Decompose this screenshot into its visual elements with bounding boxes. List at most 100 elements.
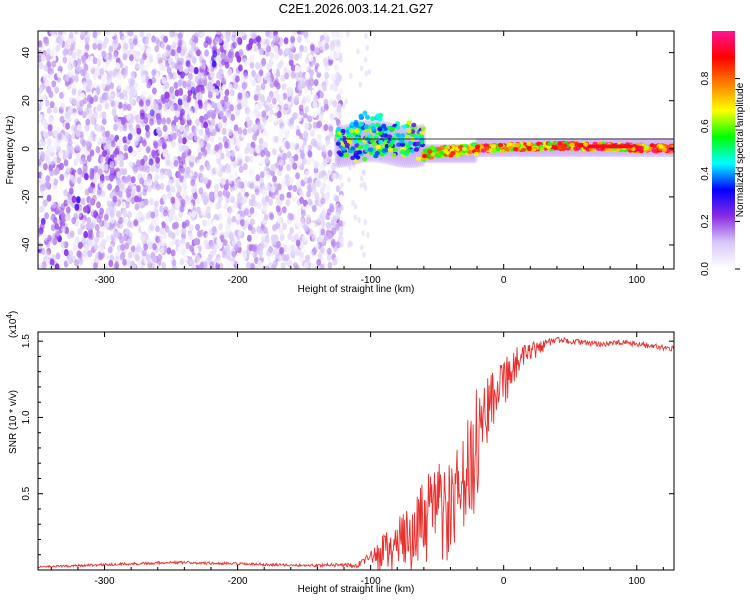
heatmap-cell [264, 104, 270, 112]
heatmap-cell [284, 72, 289, 80]
heatmap-cell [109, 254, 115, 262]
heatmap-cell [238, 31, 243, 37]
heatmap-cell [316, 180, 322, 188]
heatmap-cell [77, 167, 83, 175]
heatmap-cell [45, 150, 50, 158]
heatmap-cell [294, 65, 300, 73]
heatmap-cell [277, 254, 283, 262]
heatmap-cell [167, 179, 173, 187]
heatmap-cell [134, 62, 140, 70]
heatmap-cell [202, 261, 208, 269]
heatmap-cell [248, 198, 254, 206]
heatmap-cell [85, 72, 90, 80]
heatmap-cell [363, 56, 368, 63]
heatmap-cell [141, 164, 147, 172]
heatmap-cell [271, 263, 277, 269]
heatmap-cell [107, 31, 113, 36]
heatmap-cell [216, 257, 222, 265]
heatmap-cell [153, 103, 159, 111]
heatmap-cell [213, 242, 219, 250]
heatmap-cell [168, 134, 174, 142]
heatmap-cell [277, 199, 283, 207]
heatmap-cell [367, 69, 372, 76]
top-y-ticks: -40 -20 0 20 40 [21, 47, 674, 252]
heatmap-cell [148, 55, 154, 64]
heatmap-cell [275, 82, 281, 90]
heatmap-cell [338, 55, 343, 61]
heatmap-cell [183, 150, 189, 158]
heatmap-cell [166, 265, 171, 269]
y-scale-base: (x10 [8, 318, 19, 338]
heatmap-cell [126, 260, 132, 268]
heatmap-cell [80, 197, 86, 205]
heatmap-cell [214, 242, 220, 250]
heatmap-cell [140, 112, 145, 120]
heatmap-cell [274, 53, 280, 61]
heatmap-cell [583, 142, 589, 147]
heatmap-cell [304, 122, 310, 130]
heatmap-cell [344, 98, 348, 105]
heatmap-cell [231, 189, 237, 198]
heatmap-cell [159, 205, 164, 213]
heatmap-cell [178, 161, 184, 169]
heatmap-cell [101, 136, 106, 144]
heatmap-cell [311, 182, 316, 190]
heatmap-cell [161, 221, 166, 229]
heatmap-cell [84, 36, 90, 44]
heatmap-cell [203, 191, 208, 199]
heatmap-cell [115, 62, 120, 70]
heatmap-cell [324, 72, 330, 80]
heatmap-cell [323, 57, 328, 65]
heatmap-cell [406, 144, 412, 149]
heatmap-cell [291, 194, 297, 202]
heatmap-cell [230, 113, 236, 122]
heatmap-cell [64, 213, 70, 222]
heatmap-cell [181, 144, 187, 152]
heatmap-cell [171, 237, 177, 246]
heatmap-cell [547, 141, 553, 147]
heatmap-cell [338, 152, 344, 157]
heatmap-cell [126, 185, 132, 193]
heatmap-cell [116, 139, 122, 147]
heatmap-cell [180, 48, 186, 57]
heatmap-cell [377, 126, 383, 132]
heatmap-cell [332, 31, 338, 38]
heatmap-cell [206, 219, 212, 227]
heatmap-cell [327, 59, 333, 67]
heatmap-cell [92, 72, 98, 81]
heatmap-cell [143, 64, 149, 72]
heatmap-cell [305, 95, 311, 103]
heatmap-cell [230, 149, 236, 157]
heatmap-cell [306, 190, 311, 198]
heatmap-cell [297, 114, 302, 122]
heatmap-cell [83, 243, 89, 251]
heatmap-cell [218, 163, 224, 171]
heatmap-cell [309, 77, 314, 85]
heatmap-cell [150, 211, 156, 219]
heatmap-cell [300, 152, 305, 160]
heatmap-cell [228, 128, 233, 137]
heatmap-cell [195, 197, 201, 205]
heatmap-cell [310, 157, 315, 165]
heatmap-cell [307, 198, 313, 206]
heatmap-cell [430, 152, 436, 157]
heatmap-cell [129, 231, 134, 239]
heatmap-cell [209, 242, 215, 250]
heatmap-cell [295, 135, 300, 143]
heatmap-cell [44, 132, 49, 140]
heatmap-cell [167, 170, 173, 178]
heatmap-cell [136, 134, 141, 142]
heatmap-cell [38, 93, 42, 101]
heatmap-cell [87, 223, 93, 231]
heatmap-cell [194, 67, 199, 75]
heatmap-cell [398, 135, 405, 141]
heatmap-cell [49, 258, 55, 266]
heatmap-cell [170, 185, 176, 193]
heatmap-cell [329, 53, 334, 61]
heatmap-cell [181, 40, 187, 49]
heatmap-cell [230, 195, 235, 203]
heatmap-cell [250, 227, 256, 235]
heatmap-cell [222, 189, 228, 197]
heatmap-cell [177, 79, 183, 87]
heatmap-cell [193, 134, 199, 142]
